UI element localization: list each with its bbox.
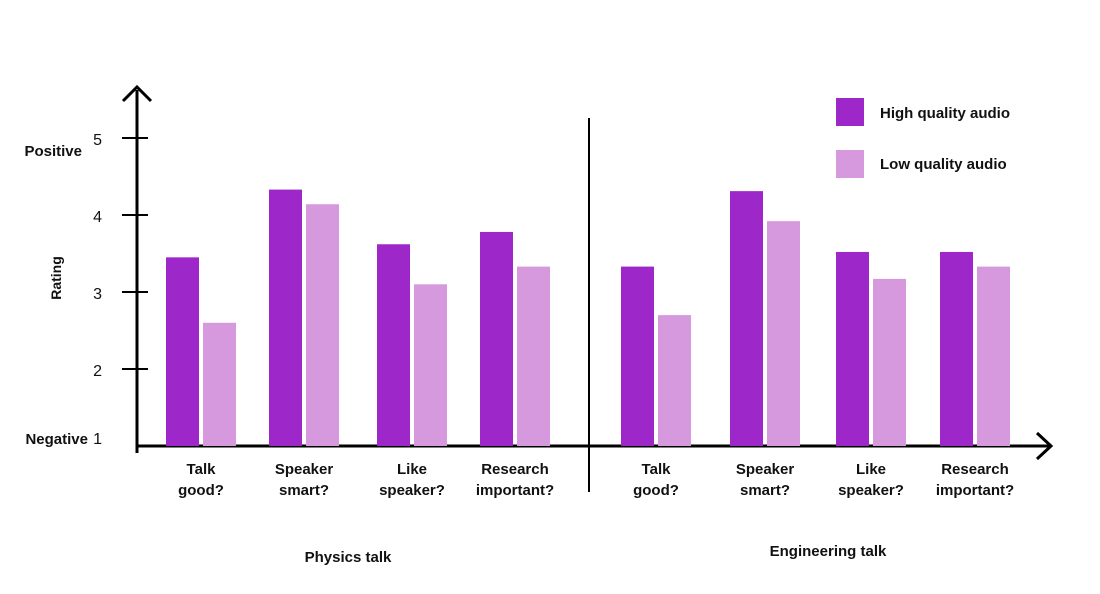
y-tick-label: 4 — [93, 209, 102, 226]
x-category-label: Speaker smart? — [275, 461, 334, 499]
bar-high-quality — [269, 189, 302, 446]
legend-swatch-low-quality — [836, 150, 864, 178]
bar-high-quality — [940, 251, 973, 446]
bar-low-quality — [977, 266, 1010, 446]
y-tick-label: 1 — [93, 431, 102, 448]
y-anchor-negative: Negative — [25, 431, 88, 448]
x-category-label: Research important? — [476, 461, 554, 499]
x-category-label: Talk good? — [633, 461, 679, 499]
x-category-label: Speaker smart? — [736, 461, 795, 499]
bar-low-quality — [306, 204, 339, 446]
legend-label-low-quality: Low quality audio — [880, 156, 1007, 173]
x-axis-arrowhead — [1035, 431, 1054, 461]
bar-high-quality — [621, 266, 654, 446]
bar-high-quality — [166, 257, 199, 446]
legend: High quality audio Low quality audio — [836, 98, 1010, 178]
bar-high-quality — [377, 244, 410, 446]
group-label-physics: Physics talk — [305, 549, 392, 566]
legend-swatch-high-quality — [836, 98, 864, 126]
bar-high-quality — [836, 251, 869, 446]
bar-low-quality — [873, 278, 906, 446]
x-category-label: Like speaker? — [379, 461, 445, 499]
bar-low-quality — [767, 221, 800, 446]
y-tick-label: 3 — [93, 286, 102, 303]
x-category-label: Research important? — [936, 461, 1014, 499]
x-category-label: Like speaker? — [838, 461, 904, 499]
group-label-engineering: Engineering talk — [770, 543, 887, 560]
bar-high-quality — [730, 191, 763, 446]
y-tick-label: 2 — [93, 363, 102, 380]
bar-low-quality — [517, 266, 550, 446]
bar-low-quality — [414, 284, 447, 446]
bar-high-quality — [480, 231, 513, 446]
y-anchor-positive: Positive — [24, 143, 82, 160]
bar-low-quality — [203, 322, 236, 446]
bar-low-quality — [658, 315, 691, 446]
y-axis-title: Rating — [48, 256, 64, 300]
legend-label-high-quality: High quality audio — [880, 105, 1010, 122]
y-tick-label: 5 — [93, 132, 102, 149]
y-axis-arrowhead — [121, 84, 153, 103]
x-category-label: Talk good? — [178, 461, 224, 499]
